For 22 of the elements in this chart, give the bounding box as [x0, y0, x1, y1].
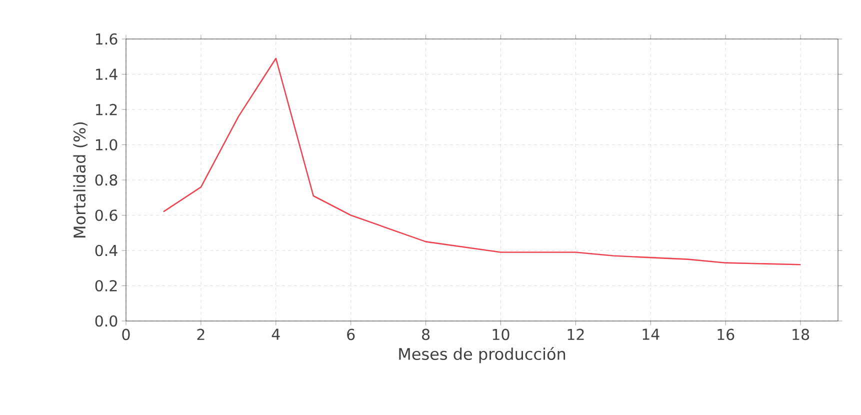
y-tick-label: 1.0 — [96, 139, 118, 150]
y-tick-label: 1.4 — [96, 68, 118, 80]
x-tick-label: 4 — [272, 328, 280, 340]
y-tick-label: 0.0 — [95, 315, 118, 327]
x-tick-label: 8 — [422, 328, 430, 340]
y-tick-label: 0.4 — [95, 244, 118, 256]
x-tick-label: 18 — [792, 328, 810, 340]
x-tick-label: 16 — [718, 328, 734, 340]
x-tick-label: 6 — [347, 328, 355, 340]
x-tick-label: 14 — [642, 328, 660, 340]
y-tick-label: 0.8 — [95, 174, 118, 186]
y-axis-title: Mortalidad (%) — [73, 122, 88, 238]
y-tick-label: 1.6 — [96, 33, 118, 45]
y-tick-label: 0.6 — [95, 210, 118, 221]
x-tick-label: 12 — [568, 328, 584, 340]
x-tick-label: 0 — [122, 328, 130, 340]
x-tick-label: 2 — [197, 328, 204, 340]
x-axis-title: Meses de producción — [399, 347, 566, 364]
y-tick-label: 0.2 — [95, 280, 117, 292]
y-tick-label: 1.2 — [96, 104, 117, 116]
line-series — [162, 58, 802, 266]
x-tick-label: 10 — [492, 328, 510, 340]
